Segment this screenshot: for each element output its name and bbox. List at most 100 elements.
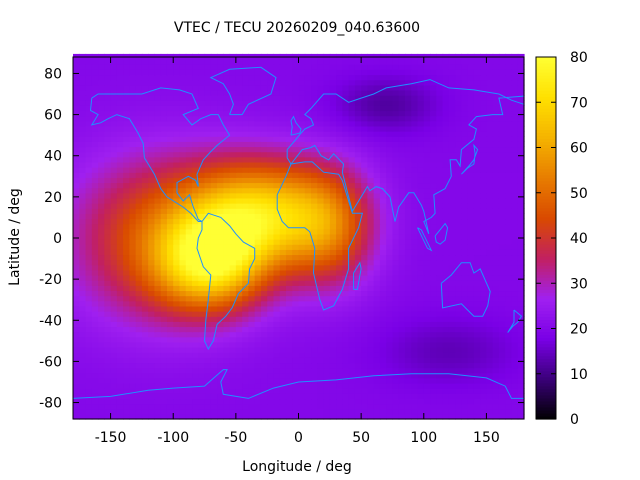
heatmap-cell <box>273 89 281 96</box>
heatmap-cell <box>448 69 456 76</box>
heatmap-cell <box>354 187 362 194</box>
heatmap-cell <box>223 218 231 225</box>
heatmap-cell <box>166 74 174 81</box>
heatmap-cell <box>279 136 287 142</box>
heatmap-cell <box>79 84 87 91</box>
heatmap-cell <box>354 167 362 173</box>
heatmap-cell <box>166 213 174 220</box>
heatmap-cell <box>311 110 318 117</box>
heatmap-cell <box>342 233 350 240</box>
heatmap-cell <box>492 89 500 96</box>
heatmap-cell <box>273 403 281 410</box>
heatmap-cell <box>229 167 237 173</box>
heatmap-cell <box>480 372 488 379</box>
heatmap-cell <box>467 218 475 225</box>
heatmap-cell <box>404 84 412 91</box>
heatmap-cell <box>511 156 519 163</box>
heatmap-cell <box>267 347 275 353</box>
heatmap-cell <box>436 331 444 338</box>
heatmap-cell <box>455 316 462 322</box>
heatmap-cell <box>148 95 156 101</box>
heatmap-cell <box>311 203 318 209</box>
heatmap-cell <box>229 64 237 70</box>
heatmap-cell <box>411 403 419 410</box>
heatmap-cell <box>417 372 425 379</box>
heatmap-cell <box>129 218 137 225</box>
heatmap-cell <box>430 285 437 292</box>
heatmap-cell <box>129 341 137 348</box>
heatmap-cell <box>379 136 387 142</box>
heatmap-cell <box>298 141 306 148</box>
heatmap-cell <box>423 331 431 338</box>
heatmap-cell <box>486 151 494 158</box>
heatmap-cell <box>392 388 400 394</box>
heatmap-cell <box>361 403 368 410</box>
heatmap-cell <box>404 316 412 322</box>
heatmap-cell <box>223 213 231 220</box>
heatmap-cell <box>392 413 400 420</box>
heatmap-cell <box>85 254 93 261</box>
heatmap-cell <box>304 239 312 245</box>
heatmap-cell <box>223 331 231 338</box>
heatmap-cell <box>73 269 80 276</box>
heatmap-cell <box>417 192 425 199</box>
heatmap-cell <box>91 213 99 220</box>
heatmap-cell <box>329 110 337 117</box>
heatmap-cell <box>354 341 362 348</box>
heatmap-cell <box>185 290 193 297</box>
heatmap-cell <box>116 218 124 225</box>
heatmap-cell <box>373 316 381 322</box>
heatmap-cell <box>404 383 412 389</box>
heatmap-cell <box>317 228 325 235</box>
heatmap-cell <box>373 259 381 266</box>
heatmap-cell <box>480 403 488 410</box>
heatmap-cell <box>342 167 350 173</box>
heatmap-cell <box>192 141 199 148</box>
heatmap-cell <box>91 362 99 369</box>
heatmap-cell <box>210 295 218 302</box>
heatmap-cell <box>379 182 387 189</box>
heatmap-cell <box>329 259 337 266</box>
heatmap-cell <box>179 192 187 199</box>
heatmap-cell <box>511 172 519 178</box>
heatmap-cell <box>348 84 356 91</box>
heatmap-cell <box>79 352 87 358</box>
heatmap-cell <box>398 393 406 400</box>
heatmap-cell <box>486 367 494 374</box>
heatmap-cell <box>273 69 281 76</box>
heatmap-cell <box>85 161 93 168</box>
heatmap-cell <box>473 120 481 127</box>
heatmap-cell <box>73 89 80 96</box>
heatmap-cell <box>260 377 268 384</box>
heatmap-cell <box>123 156 130 163</box>
heatmap-cell <box>373 69 381 76</box>
heatmap-cell <box>486 316 494 322</box>
heatmap-cell <box>417 172 425 178</box>
heatmap-cell <box>398 203 406 209</box>
heatmap-cell <box>373 64 381 70</box>
heatmap-cell <box>160 167 168 173</box>
heatmap-cell <box>185 269 193 276</box>
heatmap-cell <box>223 74 231 81</box>
heatmap-cell <box>285 341 293 348</box>
heatmap-cell <box>336 244 343 250</box>
heatmap-cell <box>229 105 237 112</box>
heatmap-cell <box>373 357 381 364</box>
heatmap-cell <box>348 383 356 389</box>
heatmap-cell <box>73 161 80 168</box>
heatmap-cell <box>354 316 362 322</box>
heatmap-cell <box>298 105 306 112</box>
heatmap-cell <box>311 208 318 214</box>
heatmap-cell <box>348 69 356 76</box>
heatmap-cell <box>235 398 243 405</box>
heatmap-cell <box>373 336 381 343</box>
heatmap-cell <box>461 136 469 142</box>
heatmap-cell <box>267 383 275 389</box>
heatmap-cell <box>467 213 475 220</box>
heatmap-cell <box>173 136 181 142</box>
heatmap-cell <box>129 213 137 220</box>
heatmap-cell <box>348 64 356 70</box>
heatmap-cell <box>210 280 218 286</box>
heatmap-cell <box>192 280 199 286</box>
heatmap-cell <box>411 161 419 168</box>
